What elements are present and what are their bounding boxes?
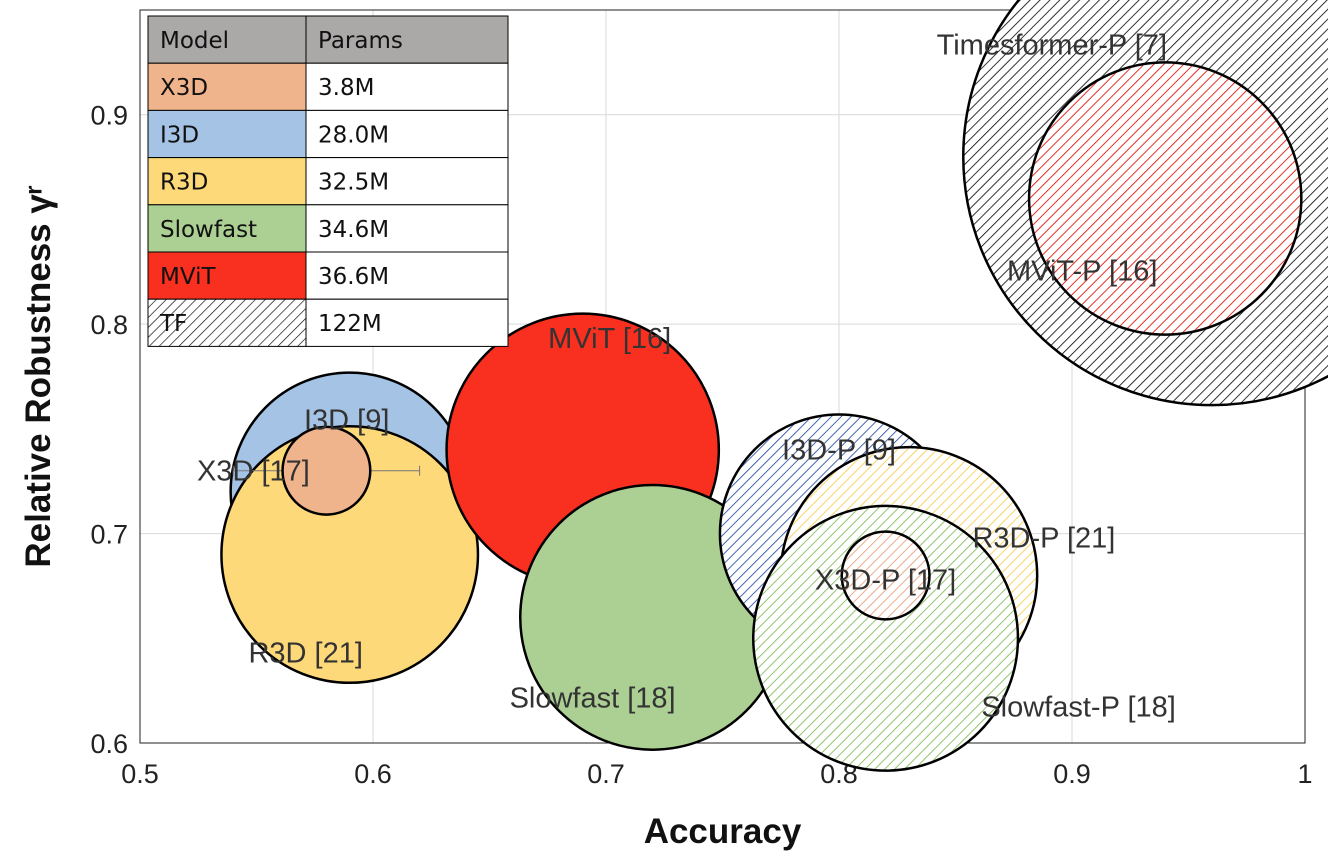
- y-axis-title: Relative Robustness γʳ: [19, 185, 58, 567]
- legend-header-cell: [147, 15, 307, 64]
- legend-value-cell: [305, 157, 509, 206]
- bubble-x3d-17: [232, 425, 421, 516]
- legend-model-name: R3D: [160, 170, 208, 196]
- x-tick-label: 0.5: [121, 759, 159, 789]
- point-label: R3D-P [21]: [972, 522, 1115, 554]
- x-tick-label: 0.9: [1053, 759, 1091, 789]
- bubble-mark: [1027, 61, 1303, 336]
- legend-params-value: 32.5M: [318, 170, 389, 196]
- bubble-mark: [752, 504, 1020, 772]
- y-tick-label: 0.6: [90, 729, 128, 759]
- y-tick-label: 0.8: [90, 310, 128, 340]
- point-label: I3D-P [9]: [782, 435, 896, 467]
- x-tick-label: 0.7: [587, 759, 625, 789]
- point-label: X3D-P [17]: [815, 564, 956, 596]
- legend-model-name: X3D: [160, 75, 208, 101]
- legend-params-value: 34.6M: [318, 217, 389, 243]
- point-label: Slowfast [18]: [510, 682, 676, 714]
- y-tick-label: 0.9: [90, 101, 128, 131]
- x-tick-label: 0.6: [354, 759, 392, 789]
- legend-swatch-cell: [147, 109, 307, 159]
- point-label: I3D [9]: [304, 405, 389, 437]
- legend-table: Model Params X3D 3.8M I3D 28.0M R3D 32.5M Slowfa…: [147, 15, 509, 347]
- point-label: X3D [17]: [197, 456, 310, 488]
- bubble-mark: [840, 530, 931, 621]
- legend-params-value: 122M: [318, 311, 382, 337]
- legend-swatch-cell: [147, 251, 307, 300]
- bubble-x3d-p-17: [840, 530, 931, 621]
- point-label: MViT-P [16]: [1007, 255, 1157, 287]
- legend-params-value: 28.0M: [318, 122, 389, 148]
- bubble-r3d-21: [220, 424, 480, 685]
- legend-swatch-cell: [147, 157, 307, 206]
- bubble-mvit-p-16: [1027, 61, 1303, 336]
- legend-header-model: Model: [160, 28, 229, 54]
- y-tick-label: 0.7: [90, 520, 128, 550]
- x-axis-title: Accuracy: [644, 812, 802, 851]
- legend-value-cell: [305, 62, 509, 111]
- x-axis-ticks: 0.5 0.6 0.7 0.8 0.9 1: [121, 759, 1312, 789]
- legend-swatch-cell: [147, 298, 307, 347]
- legend-model-name: TF: [159, 311, 187, 337]
- point-labels: I3D [9] R3D [21] X3D [17] MViT [16] Slowfast…: [197, 30, 1176, 724]
- legend-model-name: Slowfast: [160, 217, 257, 243]
- point-label: R3D [21]: [248, 638, 362, 670]
- legend-header-params: Params: [318, 28, 403, 54]
- point-label: Timesformer-P [7]: [937, 30, 1167, 62]
- legend-value-cell: [305, 298, 509, 347]
- point-label: MViT [16]: [548, 323, 671, 355]
- point-label: Slowfast-P [18]: [981, 691, 1176, 723]
- legend-model-name: I3D: [160, 122, 199, 148]
- x-tick-label: 1: [1297, 759, 1312, 789]
- y-axis-ticks: 0.6 0.7 0.8 0.9: [90, 101, 128, 759]
- legend-params-value: 36.6M: [318, 264, 389, 290]
- legend-params-value: 3.8M: [318, 75, 374, 101]
- legend-value-cell: [305, 204, 509, 253]
- legend-swatch-cell: [147, 204, 307, 253]
- bubble-mark: [220, 424, 480, 685]
- bubble-mark: [281, 425, 372, 516]
- bubbles: [220, 0, 1328, 772]
- bubble-slowfast-p-18: [752, 504, 1020, 772]
- legend-model-name: MViT: [160, 264, 216, 290]
